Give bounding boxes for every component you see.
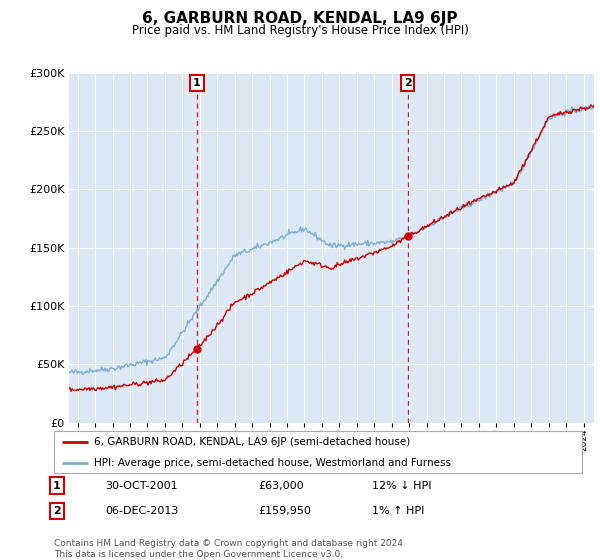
Text: Price paid vs. HM Land Registry's House Price Index (HPI): Price paid vs. HM Land Registry's House … — [131, 24, 469, 37]
Text: Contains HM Land Registry data © Crown copyright and database right 2024.
This d: Contains HM Land Registry data © Crown c… — [54, 539, 406, 559]
Text: 6, GARBURN ROAD, KENDAL, LA9 6JP: 6, GARBURN ROAD, KENDAL, LA9 6JP — [142, 11, 458, 26]
Text: 30-OCT-2001: 30-OCT-2001 — [105, 480, 178, 491]
Text: HPI: Average price, semi-detached house, Westmorland and Furness: HPI: Average price, semi-detached house,… — [94, 458, 451, 468]
Text: 2: 2 — [53, 506, 61, 516]
Text: 2: 2 — [404, 78, 412, 88]
Text: 06-DEC-2013: 06-DEC-2013 — [105, 506, 178, 516]
Text: £159,950: £159,950 — [258, 506, 311, 516]
Text: 1: 1 — [53, 480, 61, 491]
Text: 12% ↓ HPI: 12% ↓ HPI — [372, 480, 431, 491]
Text: 6, GARBURN ROAD, KENDAL, LA9 6JP (semi-detached house): 6, GARBURN ROAD, KENDAL, LA9 6JP (semi-d… — [94, 437, 410, 447]
Text: 1: 1 — [193, 78, 201, 88]
Text: 1% ↑ HPI: 1% ↑ HPI — [372, 506, 424, 516]
Text: £63,000: £63,000 — [258, 480, 304, 491]
